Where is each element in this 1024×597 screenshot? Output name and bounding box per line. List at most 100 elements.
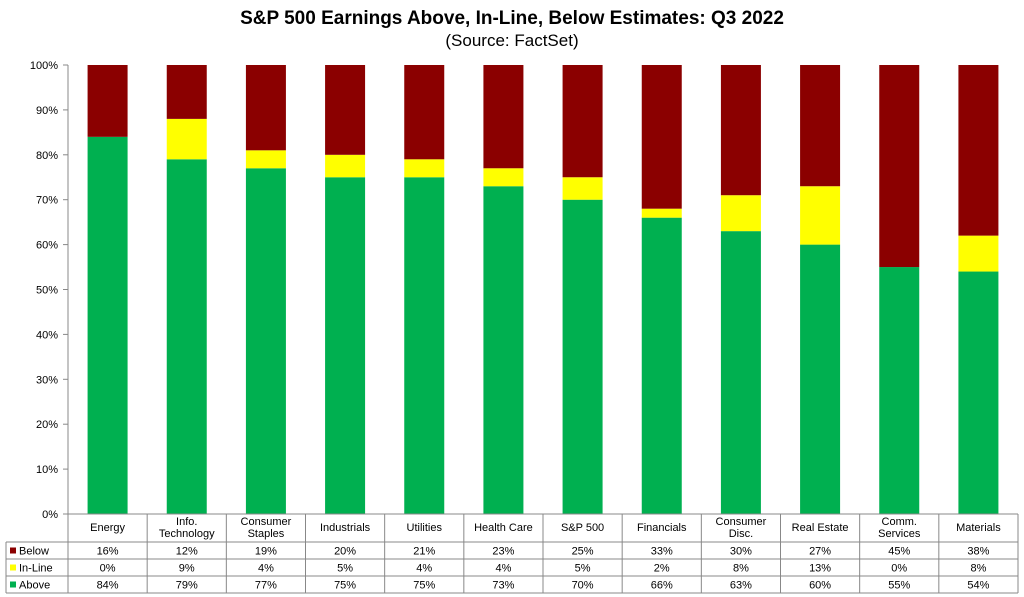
x-category-label: Info. Technology bbox=[159, 516, 215, 540]
y-tick-label: 100% bbox=[30, 60, 58, 72]
bar-in-line-segment bbox=[562, 177, 603, 200]
x-category-label: Materials bbox=[956, 522, 1001, 534]
y-tick-label: 70% bbox=[36, 195, 58, 207]
table-cell-above: 75% bbox=[334, 580, 356, 592]
table-cell-in-line: 8% bbox=[970, 563, 986, 575]
table-cell-above: 75% bbox=[413, 580, 435, 592]
table-cell-below: 38% bbox=[967, 546, 989, 558]
table-cell-below: 19% bbox=[255, 546, 277, 558]
bar-above-segment bbox=[245, 168, 286, 514]
table-cell-in-line: 5% bbox=[575, 563, 591, 575]
chart-title: S&P 500 Earnings Above, In-Line, Below E… bbox=[240, 8, 784, 29]
bar-below-segment bbox=[720, 65, 761, 196]
table-cell-in-line: 5% bbox=[337, 563, 353, 575]
bar-in-line-segment bbox=[404, 159, 445, 178]
table-cell-below: 23% bbox=[492, 546, 514, 558]
bar-below-segment bbox=[404, 65, 445, 160]
table-cell-in-line: 4% bbox=[258, 563, 274, 575]
bar-in-line-segment bbox=[720, 195, 761, 232]
table-cell-above: 60% bbox=[809, 580, 831, 592]
table-cell-below: 20% bbox=[334, 546, 356, 558]
y-tick-label: 50% bbox=[36, 285, 58, 297]
bar-above-segment bbox=[562, 199, 603, 514]
bar-in-line-segment bbox=[800, 186, 841, 245]
table-cell-below: 16% bbox=[97, 546, 119, 558]
y-tick-label: 40% bbox=[36, 329, 58, 341]
bar-below-segment bbox=[87, 65, 128, 137]
table-cell-in-line: 4% bbox=[416, 563, 432, 575]
table-cell-in-line: 9% bbox=[179, 563, 195, 575]
table-cell-above: 77% bbox=[255, 580, 277, 592]
y-tick-label: 0% bbox=[42, 509, 58, 521]
table-cell-below: 27% bbox=[809, 546, 831, 558]
bar-above-segment bbox=[958, 271, 999, 514]
bar-in-line-segment bbox=[483, 168, 524, 187]
data-table: Energy Info. Technology Consumer Staples Indu… bbox=[5, 514, 1019, 594]
y-tick-label: 90% bbox=[36, 105, 58, 117]
x-category-label: Financials bbox=[637, 522, 687, 534]
bar-in-line-segment bbox=[641, 208, 682, 218]
bar-above-segment bbox=[404, 177, 445, 514]
bars-layer bbox=[87, 65, 999, 515]
bar-above-segment bbox=[325, 177, 366, 514]
table-cell-below: 21% bbox=[413, 546, 435, 558]
legend-label-in-line: In-Line bbox=[19, 563, 53, 575]
table-cell-in-line: 8% bbox=[733, 563, 749, 575]
bar-below-segment bbox=[562, 65, 603, 178]
chart-subtitle: (Source: FactSet) bbox=[445, 31, 578, 50]
table-cell-above: 79% bbox=[176, 580, 198, 592]
bar-in-line-segment bbox=[166, 118, 207, 160]
x-category-label: Real Estate bbox=[792, 522, 849, 534]
bar-in-line-segment bbox=[245, 150, 286, 169]
bar-below-segment bbox=[245, 65, 286, 151]
axes-lines bbox=[67, 65, 1018, 515]
table-cell-in-line: 0% bbox=[891, 563, 907, 575]
x-category-label: Health Care bbox=[474, 522, 533, 534]
bar-above-segment bbox=[87, 136, 128, 514]
x-category-label: Comm. Services bbox=[878, 516, 921, 540]
table-cell-above: 70% bbox=[572, 580, 594, 592]
table-cell-in-line: 13% bbox=[809, 563, 831, 575]
y-tick-label: 60% bbox=[36, 240, 58, 252]
x-category-label: Utilities bbox=[407, 522, 443, 534]
table-cell-in-line: 4% bbox=[495, 563, 511, 575]
table-cell-below: 25% bbox=[572, 546, 594, 558]
bar-below-segment bbox=[800, 65, 841, 187]
bar-above-segment bbox=[483, 186, 524, 515]
y-axis: 0% 10% 20% 30% 40% 50% 60% 70% 80% 90% 100% bbox=[30, 60, 68, 521]
bar-above-segment bbox=[641, 217, 682, 514]
bar-below-segment bbox=[958, 65, 999, 236]
y-tick-label: 10% bbox=[36, 464, 58, 476]
y-tick-label: 80% bbox=[36, 150, 58, 162]
bar-above-segment bbox=[720, 231, 761, 514]
bar-below-segment bbox=[166, 65, 207, 119]
table-cell-in-line: 0% bbox=[100, 563, 116, 575]
legend-swatch-below bbox=[10, 547, 16, 554]
table-cell-below: 30% bbox=[730, 546, 752, 558]
legend-swatch-in-line bbox=[10, 564, 16, 571]
y-tick-label: 30% bbox=[36, 374, 58, 386]
y-tick-label: 20% bbox=[36, 419, 58, 431]
bar-above-segment bbox=[800, 244, 841, 514]
table-cell-above: 84% bbox=[97, 580, 119, 592]
bar-below-segment bbox=[325, 65, 366, 155]
legend-label-below: Below bbox=[19, 546, 49, 558]
table-cell-above: 73% bbox=[492, 580, 514, 592]
x-category-label: S&P 500 bbox=[561, 522, 604, 534]
table-cell-above: 66% bbox=[651, 580, 673, 592]
bar-below-segment bbox=[879, 65, 920, 268]
x-category-label: Industrials bbox=[320, 522, 371, 534]
x-category-label: Consumer Disc. bbox=[716, 516, 767, 540]
bar-above-segment bbox=[166, 159, 207, 515]
x-category-label: Energy bbox=[90, 522, 125, 534]
table-cell-below: 33% bbox=[651, 546, 673, 558]
table-cell-in-line: 2% bbox=[654, 563, 670, 575]
bar-below-segment bbox=[483, 65, 524, 169]
legend-label-above: Above bbox=[19, 580, 50, 592]
bar-above-segment bbox=[879, 267, 920, 514]
x-category-label: Consumer Staples bbox=[241, 516, 292, 540]
bar-in-line-segment bbox=[958, 235, 999, 272]
legend-swatch-above bbox=[10, 581, 16, 588]
table-cell-below: 12% bbox=[176, 546, 198, 558]
